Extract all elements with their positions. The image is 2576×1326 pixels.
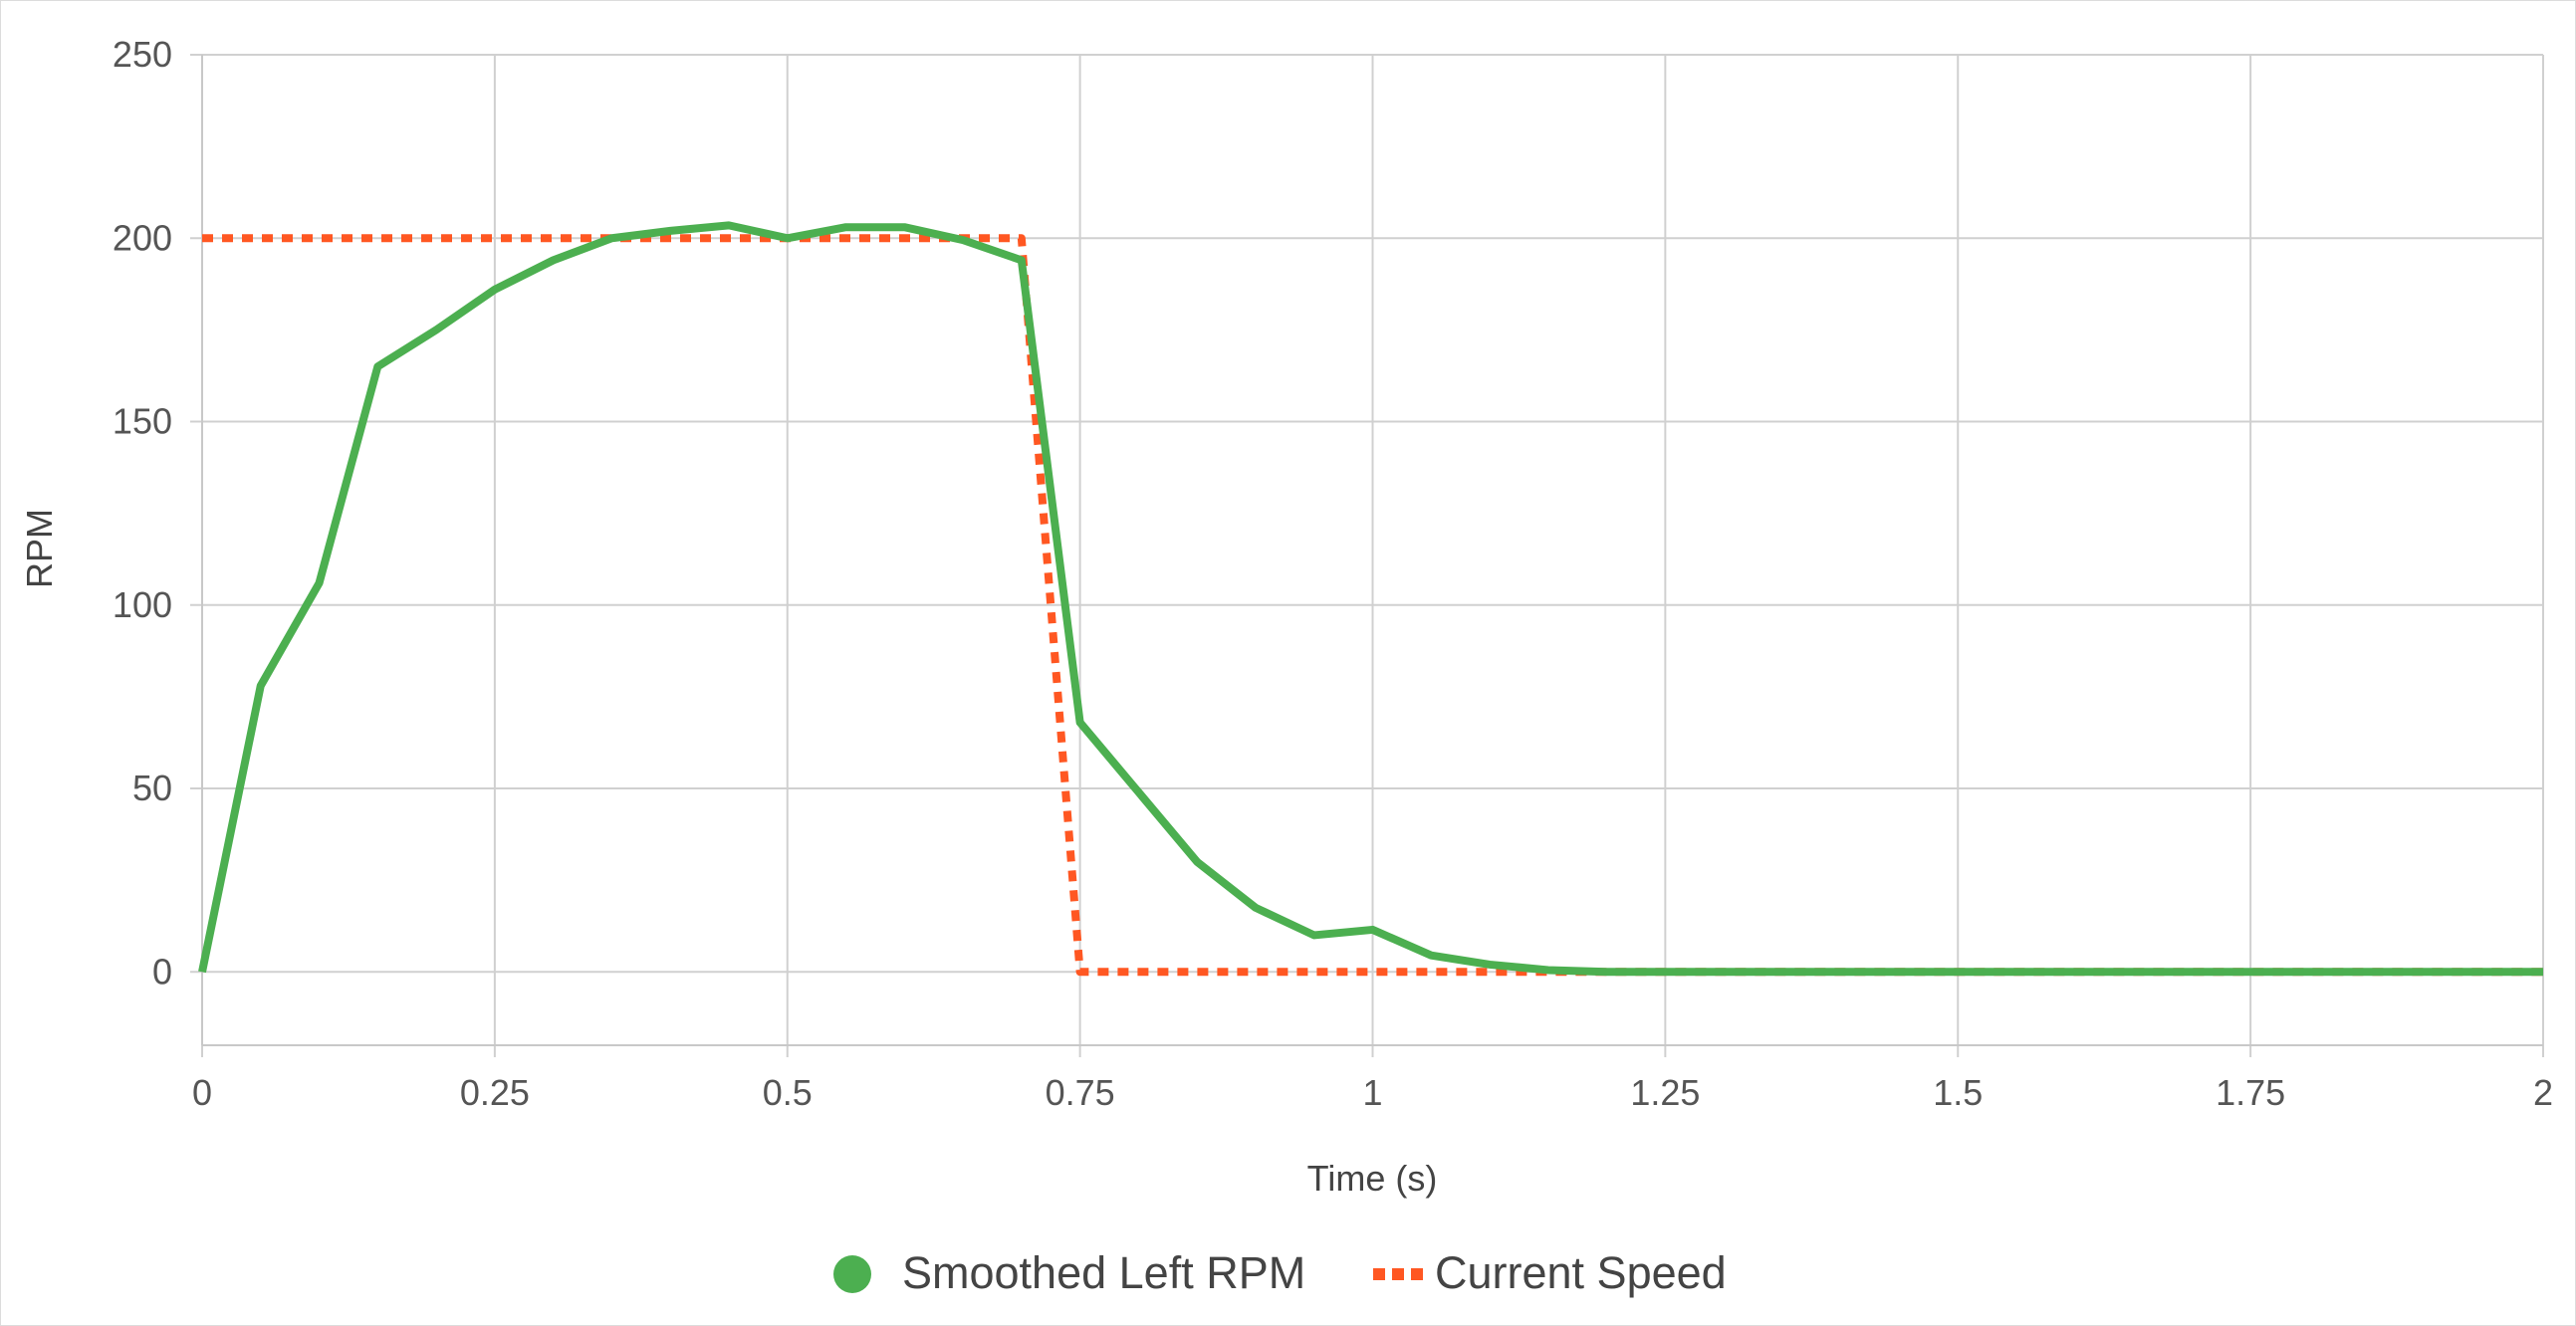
y-tick-label: 150 — [113, 401, 172, 442]
legend-item-smoothed-left-rpm[interactable]: Smoothed Left RPM — [833, 1247, 1305, 1298]
legend-dash — [1392, 1268, 1404, 1280]
legend: Smoothed Left RPM Current Speed — [833, 1247, 1727, 1298]
legend-marker-dashes — [1373, 1268, 1423, 1280]
tick-labels: 0 0.25 0.5 0.75 1 1.25 1.5 1.75 2 0 50 100 150 200 250 — [113, 34, 2553, 1113]
x-tick-label: 1.25 — [1630, 1072, 1700, 1113]
x-tick-label: 1.5 — [1933, 1072, 1983, 1113]
legend-label: Smoothed Left RPM — [902, 1247, 1305, 1298]
x-tick-label: 0.5 — [763, 1072, 813, 1113]
legend-dash — [1411, 1268, 1423, 1280]
legend-dash — [1373, 1268, 1385, 1280]
axes — [201, 55, 2543, 1046]
legend-marker-circle — [833, 1255, 871, 1293]
x-axis-title: Time (s) — [1307, 1158, 1438, 1199]
x-tick-label: 2 — [2533, 1072, 2553, 1113]
series-line-smoothed-left-rpm — [198, 221, 2543, 977]
x-tick-label: 0.25 — [460, 1072, 530, 1113]
y-tick-label: 50 — [132, 768, 172, 808]
y-tick-label: 100 — [113, 584, 172, 625]
y-axis-title: RPM — [19, 509, 60, 588]
grid-lines — [190, 54, 2544, 1057]
y-tick-label: 200 — [113, 217, 172, 258]
x-tick-label: 1.75 — [2216, 1072, 2285, 1113]
x-tick-label: 0.75 — [1046, 1072, 1115, 1113]
legend-label: Current Speed — [1435, 1247, 1727, 1298]
x-tick-label: 1 — [1362, 1072, 1382, 1113]
y-tick-label: 0 — [152, 951, 172, 992]
legend-item-current-speed[interactable]: Current Speed — [1373, 1247, 1727, 1298]
y-tick-label: 250 — [113, 34, 172, 75]
x-tick-label: 0 — [192, 1072, 212, 1113]
series-lines — [198, 221, 2543, 977]
